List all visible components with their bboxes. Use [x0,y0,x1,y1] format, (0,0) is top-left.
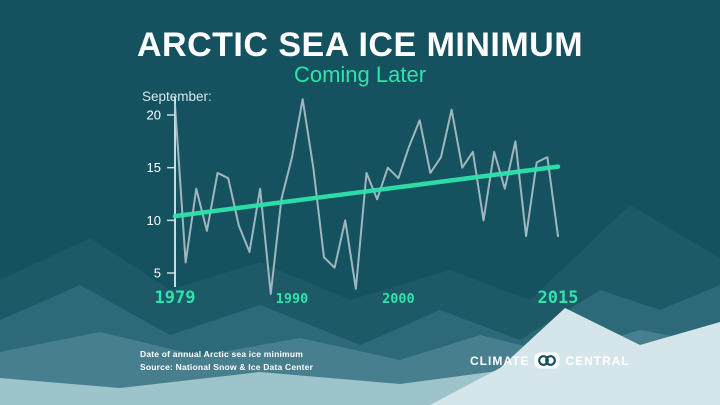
iceberg-layer-bright [430,308,720,405]
source-caption: Date of annual Arctic sea ice minimum So… [140,348,313,374]
y-tick-label: 10 [147,213,161,228]
y-tick-label: 20 [147,108,161,123]
data-line [174,98,559,296]
x-tick-label: 1990 [276,291,309,307]
caption-line-1: Date of annual Arctic sea ice minimum [140,349,303,359]
y-tick-label: 5 [154,266,161,281]
brand-central-text: CENTRAL [565,353,630,368]
brand-climate-text: CLIMATE [470,353,530,368]
x-tick-label: 2015 [538,288,579,308]
trend-line [172,164,561,219]
climate-central-logo: CLIMATE CENTRAL [470,352,630,369]
y-tick-label: 15 [147,160,161,175]
x-tick-label: 2000 [382,291,415,307]
x-tick-label: 1979 [155,288,196,308]
chart-title: ARCTIC SEA ICE MINIMUM [136,26,584,64]
climate-central-icon [534,352,560,369]
y-axis-label: September: [142,89,212,104]
chart-subtitle: Coming Later [293,62,427,87]
caption-line-2: Source: National Snow & Ice Data Center [140,361,314,372]
